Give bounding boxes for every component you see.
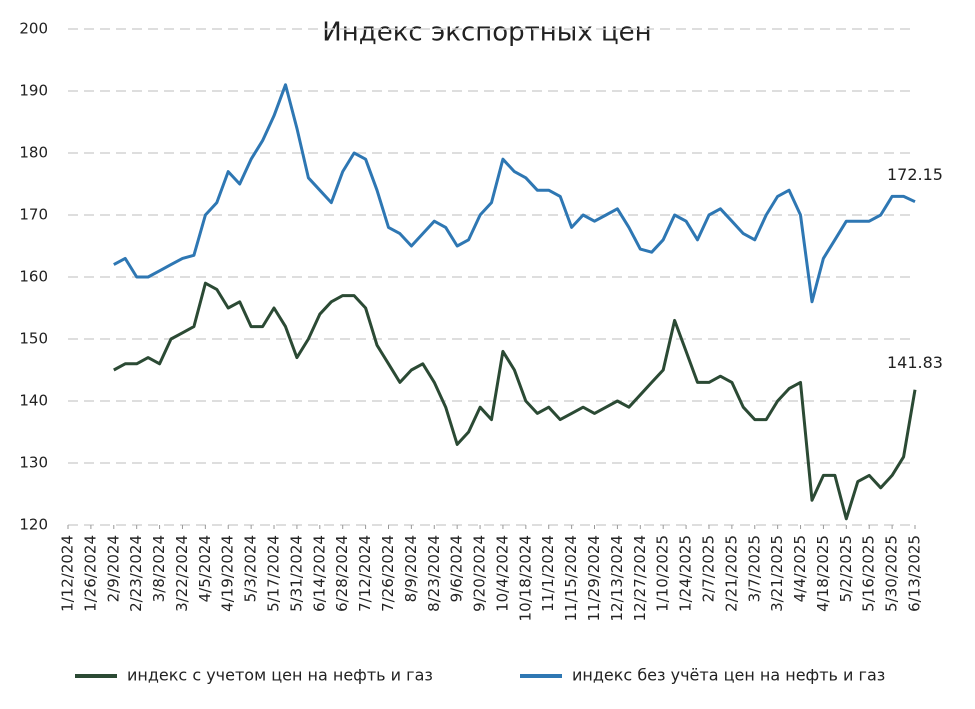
x-tick-label: 7/12/2024 — [356, 535, 374, 612]
x-tick-label: 4/4/2025 — [791, 535, 809, 602]
x-tick-label: 5/31/2024 — [287, 535, 305, 612]
x-tick-label: 1/10/2025 — [654, 535, 672, 612]
x-tick-label: 7/26/2024 — [379, 535, 397, 612]
x-tick-label: 5/16/2025 — [860, 535, 878, 612]
x-tick-label: 11/15/2024 — [562, 535, 580, 621]
series-line — [113, 281, 917, 521]
x-tick-label: 6/13/2025 — [906, 535, 924, 612]
series-line — [113, 83, 916, 304]
x-tick-label: 4/5/2024 — [196, 535, 214, 602]
x-tick-label: 3/7/2025 — [745, 535, 763, 602]
y-tick-label: 190 — [19, 82, 48, 100]
x-tick-label: 8/9/2024 — [402, 535, 420, 602]
x-tick-label: 12/13/2024 — [608, 535, 626, 621]
x-tick-label: 11/1/2024 — [539, 535, 557, 612]
x-tick-label: 10/18/2024 — [516, 535, 534, 621]
x-tick-label: 1/12/2024 — [59, 535, 77, 612]
data-label: 141.83 — [887, 353, 943, 372]
x-tick-label: 11/29/2024 — [585, 535, 603, 621]
legend-label: индекс с учетом цен на нефть и газ — [127, 666, 433, 685]
x-tick-label: 9/6/2024 — [448, 535, 466, 602]
x-tick-label: 1/24/2025 — [677, 535, 695, 612]
y-tick-label: 150 — [19, 330, 48, 348]
legend-label: индекс без учёта цен на нефть и газ — [572, 666, 885, 685]
x-tick-label: 4/18/2025 — [814, 535, 832, 612]
y-tick-label: 140 — [19, 392, 48, 410]
x-tick-label: 10/4/2024 — [493, 535, 511, 612]
x-tick-label: 3/21/2025 — [768, 535, 786, 612]
y-tick-label: 170 — [19, 206, 48, 224]
x-tick-label: 9/20/2024 — [471, 535, 489, 612]
y-tick-label: 180 — [19, 144, 48, 162]
x-tick-label: 5/30/2025 — [883, 535, 901, 612]
x-tick-label: 2/23/2024 — [127, 535, 145, 612]
chart-title: Индекс экспортных цен — [322, 18, 651, 48]
x-tick-label: 2/7/2025 — [699, 535, 717, 602]
x-tick-label: 6/14/2024 — [310, 535, 328, 612]
y-tick-label: 160 — [19, 268, 48, 286]
x-tick-label: 5/3/2024 — [242, 535, 260, 602]
x-tick-label: 12/27/2024 — [631, 535, 649, 621]
y-tick-label: 120 — [19, 516, 48, 534]
x-tick-label: 3/22/2024 — [173, 535, 191, 612]
x-tick-label: 3/8/2024 — [150, 535, 168, 602]
x-tick-label: 8/23/2024 — [425, 535, 443, 612]
x-tick-label: 6/28/2024 — [333, 535, 351, 612]
y-tick-label: 200 — [19, 20, 48, 38]
x-tick-label: 4/19/2024 — [219, 535, 237, 612]
data-label: 172.15 — [887, 165, 943, 184]
x-tick-label: 1/26/2024 — [81, 535, 99, 612]
y-tick-label: 130 — [19, 454, 48, 472]
x-tick-label: 2/21/2025 — [722, 535, 740, 612]
x-tick-label: 2/9/2024 — [104, 535, 122, 602]
x-tick-label: 5/2/2025 — [837, 535, 855, 602]
x-tick-label: 5/17/2024 — [265, 535, 283, 612]
